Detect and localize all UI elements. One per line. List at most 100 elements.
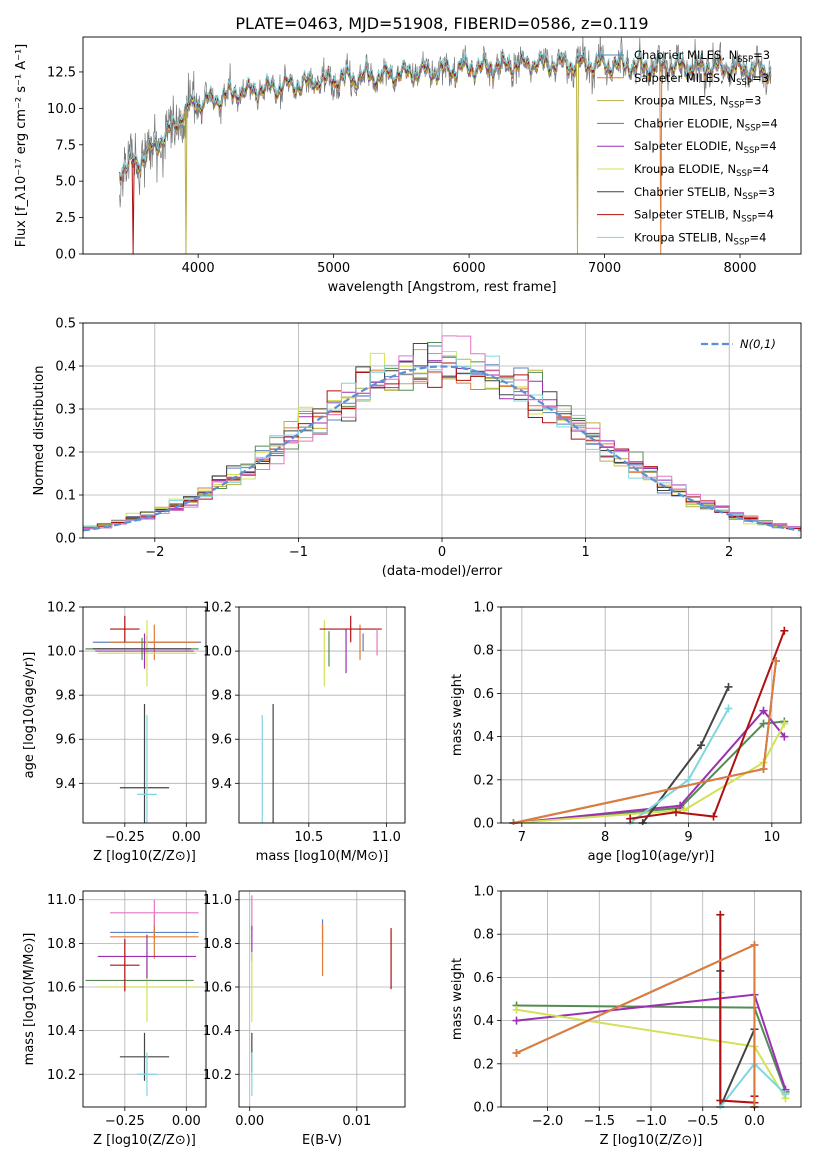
massweight-vs-age-panel: 7 8 9 10 0.0 0.2 0.4 0.6 0.8 1.0 age [log10(age/yr… xyxy=(450,601,802,864)
spectrum-panel: 4000 5000 6000 7000 8000 0.0 2.5 5.0 7.5 10.0 12.5… xyxy=(14,36,802,295)
y-axis-label: Normed distribution xyxy=(32,366,47,496)
legend-entry: Salpeter STELIB, NSSP=4 xyxy=(634,208,774,225)
y-tick-label: 1.0 xyxy=(473,601,494,616)
legend-entry: Kroupa STELIB, NSSP=4 xyxy=(634,230,766,247)
x-tick-label: −0.25 xyxy=(105,830,145,845)
y-tick-label: 10.8 xyxy=(203,937,232,952)
weight-line xyxy=(516,943,756,1107)
massweight-vs-Z-panel: −2.0 −1.5 −1.0 −0.5 0.0 0.0 0.2 0.4 0.6 0.8 1.0 Z [… xyxy=(450,885,802,1148)
x-tick-label: 0.00 xyxy=(172,830,201,845)
plot-frame xyxy=(82,36,802,255)
x-tick-label: 2 xyxy=(725,545,733,560)
y-tick-label: 9.6 xyxy=(55,733,76,748)
histogram-lines xyxy=(83,335,801,532)
x-tick-label: 7 xyxy=(518,830,526,845)
y-tick-label: 0.0 xyxy=(473,1101,494,1116)
y-tick-label: 0.6 xyxy=(473,971,494,986)
y-tick-label: 10.4 xyxy=(47,1024,76,1039)
x-tick-label: −2.0 xyxy=(532,1114,564,1129)
x-tick-label: 8 xyxy=(601,830,609,845)
y-tick-label: 10.0 xyxy=(47,102,76,117)
weight-line xyxy=(513,723,786,824)
weight-line xyxy=(630,630,786,820)
plot-frame xyxy=(500,606,802,824)
y-tick-label: 10.2 xyxy=(203,1068,232,1083)
y-tick-label: 11.0 xyxy=(203,893,232,908)
y-tick-label: 9.6 xyxy=(211,733,232,748)
y-tick-label: 1.0 xyxy=(473,885,494,900)
x-axis-label: E(B-V) xyxy=(302,1133,342,1148)
y-tick-label: 0.0 xyxy=(473,817,494,832)
residuals-panel: −2 −1 0 1 2 0.0 0.1 0.2 0.3 0.4 0.5 (data-model)/er… xyxy=(32,317,802,579)
y-tick-label: 0.8 xyxy=(473,928,494,943)
x-axis-label: Z [log10(Z/Z⊙)] xyxy=(600,1133,703,1148)
y-tick-label: 0.2 xyxy=(473,1057,494,1072)
spectrum-legend: Chabrier MILES, NSSP=3 Salpeter MILES, NS… xyxy=(597,48,778,247)
y-tick-label: 9.4 xyxy=(55,777,76,792)
legend-entry: Chabrier MILES, NSSP=3 xyxy=(634,48,770,65)
y-tick-label: 12.5 xyxy=(47,65,76,80)
plot-frame xyxy=(238,606,406,824)
weight-lines xyxy=(512,910,790,1109)
plot-frame xyxy=(82,890,207,1108)
x-tick-label: 11.0 xyxy=(372,830,401,845)
y-axis-label: mass weight xyxy=(450,958,465,1040)
x-tick-label: 7000 xyxy=(588,261,621,276)
age-vs-mass-panel: 10.5 11.0 9.4 9.6 9.8 10.0 10.2 mass [log10(M/M… xyxy=(203,601,406,864)
y-tick-label: 0.6 xyxy=(473,687,494,702)
errorbar-group xyxy=(85,615,202,823)
x-tick-label: 10 xyxy=(764,830,781,845)
errorbar-group xyxy=(85,899,199,1097)
model-spectrum-line xyxy=(119,46,772,178)
x-tick-label: 10.5 xyxy=(294,830,323,845)
y-axis-label: mass [log10(M/M⊙)] xyxy=(22,933,37,1066)
y-tick-label: 10.2 xyxy=(47,1068,76,1083)
y-axis-label: mass weight xyxy=(450,674,465,756)
legend-entry: Kroupa MILES, NSSP=3 xyxy=(634,94,761,111)
y-tick-label: 9.8 xyxy=(55,689,76,704)
x-tick-label: −2 xyxy=(145,545,164,560)
histogram-step-line xyxy=(83,335,801,531)
y-tick-label: 0.4 xyxy=(473,1014,494,1029)
y-tick-label: 0.2 xyxy=(473,773,494,788)
y-tick-label: 0.3 xyxy=(55,403,76,418)
y-tick-label: 9.4 xyxy=(211,777,232,792)
spectrum-spike xyxy=(184,111,188,254)
x-tick-label: 4000 xyxy=(182,261,215,276)
x-tick-label: 0.0 xyxy=(744,1114,765,1129)
y-axis-label: age [log10(age/yr)] xyxy=(22,652,37,779)
legend-entry: N(0,1) xyxy=(740,337,776,351)
legend-entry: Chabrier ELODIE, NSSP=4 xyxy=(634,116,778,133)
x-tick-label: 0.00 xyxy=(235,1114,264,1129)
spectrum-lines xyxy=(119,37,772,254)
x-tick-label: −1 xyxy=(289,545,308,560)
weight-lines xyxy=(509,626,789,825)
age-vs-Z-panel: −0.25 0.00 9.4 9.6 9.8 10.0 10.2 Z [log10(Z/Z⊙)… xyxy=(22,601,207,864)
y-tick-label: 0.4 xyxy=(473,730,494,745)
y-tick-label: 11.0 xyxy=(47,893,76,908)
y-tick-label: 10.0 xyxy=(47,645,76,660)
errorbar-group xyxy=(261,615,382,823)
legend-entry: Salpeter MILES, NSSP=3 xyxy=(634,71,769,88)
y-tick-label: 7.5 xyxy=(55,138,76,153)
x-axis-label: Z [log10(Z/Z⊙)] xyxy=(93,1133,196,1148)
y-tick-label: 0.1 xyxy=(55,489,76,504)
x-tick-label: 0.01 xyxy=(342,1114,371,1129)
weight-line xyxy=(516,943,756,1107)
x-axis-label: age [log10(age/yr)] xyxy=(588,849,715,864)
y-axis-label: Flux [f_λ10⁻¹⁷ erg cm⁻² s⁻¹ A⁻¹] xyxy=(14,44,29,248)
y-tick-label: 10.4 xyxy=(203,1024,232,1039)
y-tick-label: 10.6 xyxy=(203,981,232,996)
legend-entry: Kroupa ELODIE, NSSP=4 xyxy=(634,162,769,179)
x-tick-label: 8000 xyxy=(723,261,756,276)
x-tick-label: 6000 xyxy=(453,261,486,276)
legend-entry: Salpeter ELODIE, NSSP=4 xyxy=(634,139,777,156)
y-tick-label: 10.8 xyxy=(47,937,76,952)
x-tick-label: −0.25 xyxy=(105,1114,145,1129)
spectrum-spike xyxy=(131,163,135,254)
mass-vs-Z-panel: −0.25 0.00 10.2 10.4 10.6 10.8 11.0 Z [log10(Z/… xyxy=(22,890,207,1148)
spectrum-title: PLATE=0463, MJD=51908, FIBERID=0586, z=0… xyxy=(235,14,648,33)
y-tick-label: 0.4 xyxy=(55,360,76,375)
x-axis-label: mass [log10(M/M⊙)] xyxy=(256,849,389,864)
